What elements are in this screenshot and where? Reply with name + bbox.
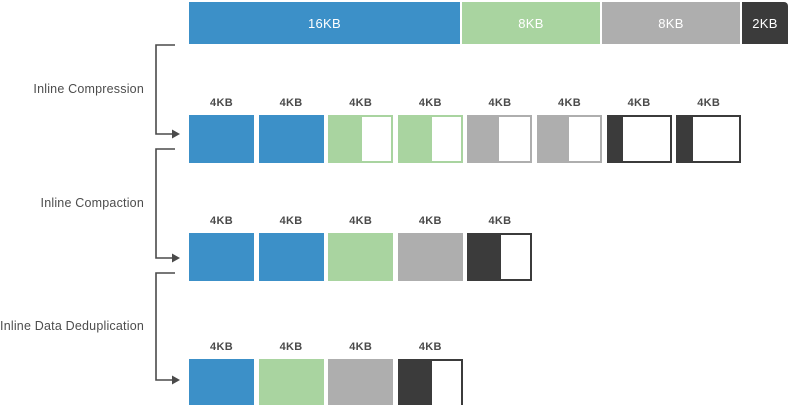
topbar-segment-16kb: 16KB <box>189 2 460 44</box>
block-gray <box>537 115 602 163</box>
block-green <box>328 115 394 163</box>
block-size-label: 4KB <box>418 97 442 109</box>
block-size-label: 4KB <box>279 215 303 227</box>
topbar-segment-label: 16KB <box>307 15 341 31</box>
block-blue <box>189 359 254 405</box>
free-space-area <box>623 117 670 161</box>
block-blue <box>258 233 324 281</box>
topbar-segment-8kb: 8KB <box>602 2 740 44</box>
topbar-segment-label: 8KB <box>658 15 684 31</box>
block-size-label: 4KB <box>210 97 233 109</box>
block-dark <box>606 115 672 163</box>
block-size-label: 4KB <box>349 341 373 353</box>
block-dark <box>676 115 742 163</box>
topbar-segment-8kb: 8KB <box>462 2 600 44</box>
free-space-area <box>499 117 531 161</box>
block-dark <box>467 233 533 281</box>
block-size-label: 4KB <box>558 97 581 109</box>
block-blue <box>258 115 324 163</box>
bracket-line <box>155 148 175 259</box>
block-size-label: 4KB <box>279 341 303 353</box>
source-data-bar: 16KB 8KB 8KB 2KB <box>189 2 788 44</box>
free-space-area <box>431 117 461 161</box>
block-size-label: 4KB <box>349 215 373 227</box>
block-green <box>328 233 394 281</box>
block-gray <box>397 233 463 281</box>
block-size-label: 4KB <box>210 341 233 353</box>
block-size-label: 4KB <box>418 341 442 353</box>
free-space-area <box>431 361 461 405</box>
block-size-label: 4KB <box>279 97 303 109</box>
block-dark <box>397 359 463 405</box>
arrow-right-icon <box>172 375 180 385</box>
bracket-line <box>155 272 175 381</box>
block-gray <box>328 359 394 405</box>
free-space-area <box>501 235 531 279</box>
free-space-area <box>693 117 740 161</box>
stage-label: Inline Data Deduplication <box>0 318 144 333</box>
block-green <box>397 115 463 163</box>
block-size-label: 4KB <box>349 97 373 109</box>
block-size-label: 4KB <box>488 97 512 109</box>
topbar-segment-label: 8KB <box>518 15 544 31</box>
block-green <box>258 359 324 405</box>
bracket-line <box>155 44 175 135</box>
block-blue <box>189 233 254 281</box>
stage-label: Inline Compression <box>33 81 144 96</box>
free-space-area <box>361 117 392 161</box>
arrow-right-icon <box>172 253 180 263</box>
topbar-segment-2kb: 2KB <box>742 2 788 44</box>
block-size-label: 4KB <box>627 97 651 109</box>
white-corner-rect <box>736 356 788 405</box>
topbar-segment-label: 2KB <box>752 15 778 31</box>
block-size-label: 4KB <box>418 215 442 227</box>
block-size-label: 4KB <box>210 215 233 227</box>
arrow-right-icon <box>172 129 180 139</box>
block-size-label: 4KB <box>697 97 721 109</box>
free-space-area <box>568 117 600 161</box>
block-blue <box>189 115 254 163</box>
block-size-label: 4KB <box>488 215 512 227</box>
block-gray <box>467 115 533 163</box>
stage-label: Inline Compaction <box>40 195 144 210</box>
